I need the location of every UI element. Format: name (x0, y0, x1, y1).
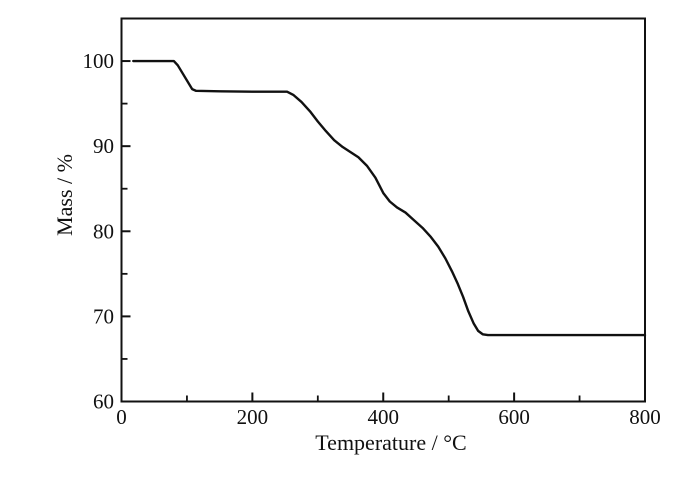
plot-frame (120, 17, 646, 403)
x-tick-label: 600 (498, 405, 530, 429)
axis-ticks-layer (120, 60, 646, 403)
y-tick-label: 100 (83, 49, 115, 73)
x-tick-label: 800 (629, 405, 661, 429)
y-tick-label: 60 (93, 390, 114, 414)
plot-frame-layer (120, 17, 646, 403)
x-tick-label: 200 (237, 405, 269, 429)
data-series-layer (132, 59, 647, 337)
x-tick-label: 0 (116, 405, 127, 429)
tga-curve (132, 59, 647, 337)
y-tick-label: 70 (93, 304, 114, 328)
y-tick-label: 90 (93, 134, 114, 158)
x-tick-label: 400 (368, 405, 400, 429)
y-tick-label: 80 (93, 219, 114, 243)
x-axis-title: Temperature / °C (315, 430, 466, 455)
tick-labels-layer: 0 200 400 600 800 60 70 80 90 100 (83, 49, 661, 429)
y-axis-title: Mass / % (52, 154, 77, 236)
